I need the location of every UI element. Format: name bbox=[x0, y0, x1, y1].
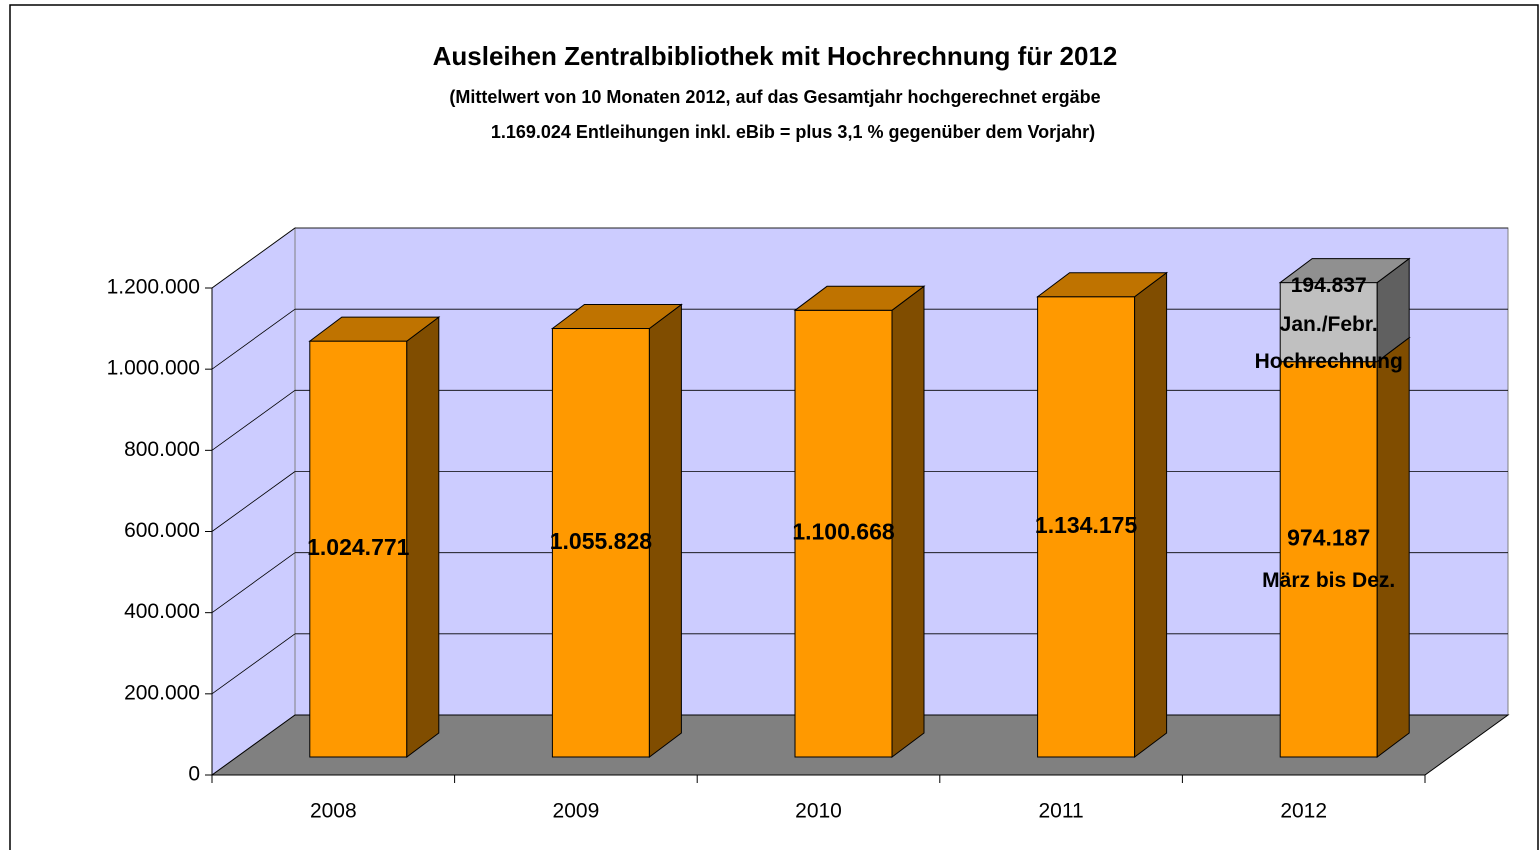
grid-line bbox=[211, 552, 296, 613]
y-tick-label: 600.000 bbox=[124, 519, 200, 542]
annotation: Hochrechnung bbox=[1255, 350, 1403, 373]
data-label: 1.055.828 bbox=[550, 528, 653, 554]
data-label: 974.187 bbox=[1287, 524, 1370, 550]
y-tick-label: 1.200.000 bbox=[107, 276, 200, 299]
grid-line bbox=[211, 308, 296, 370]
bar-top bbox=[793, 285, 926, 311]
grid-line bbox=[211, 390, 296, 451]
annotation: März bis Dez. bbox=[1262, 569, 1395, 592]
y-tick-label: 200.000 bbox=[124, 681, 200, 704]
y-tick-label: 400.000 bbox=[124, 600, 200, 623]
bar bbox=[1037, 296, 1136, 758]
grid-line bbox=[211, 633, 296, 695]
grid-line bbox=[211, 471, 296, 532]
bar-side bbox=[891, 285, 925, 758]
y-tick-label: 800.000 bbox=[124, 438, 200, 461]
x-tick-label: 2012 bbox=[1280, 800, 1327, 823]
bar-side bbox=[1376, 336, 1410, 758]
x-tick-label: 2011 bbox=[1039, 800, 1084, 823]
bar bbox=[309, 340, 408, 758]
bar-top bbox=[308, 316, 441, 342]
chart-title: Ausleihen Zentralbibliothek mit Hochrech… bbox=[433, 41, 1118, 71]
grid-line bbox=[211, 227, 296, 289]
bar-top bbox=[1278, 258, 1411, 284]
chart-subtitle: 1.169.024 Entleihungen inkl. eBib = plus… bbox=[491, 122, 1095, 142]
x-tick-label: 2009 bbox=[553, 800, 600, 823]
y-tick-label: 1.000.000 bbox=[107, 357, 200, 380]
x-tick-label: 2008 bbox=[310, 800, 357, 823]
y-tick-label: 0 bbox=[188, 763, 200, 786]
bar bbox=[1279, 361, 1378, 758]
x-tick-label: 2010 bbox=[795, 800, 842, 823]
chart-subtitle: (Mittelwert von 10 Monaten 2012, auf das… bbox=[449, 87, 1100, 107]
bar bbox=[1279, 282, 1378, 363]
bar bbox=[551, 328, 650, 758]
bar bbox=[794, 309, 893, 758]
annotation: Jan./Febr. bbox=[1280, 313, 1378, 336]
bar-side bbox=[1134, 271, 1168, 758]
data-label: 1.100.668 bbox=[792, 519, 895, 545]
bar-top bbox=[1036, 272, 1169, 298]
bar-side bbox=[406, 316, 440, 758]
bar-top bbox=[550, 304, 683, 330]
bar-side bbox=[648, 303, 682, 758]
data-label: 1.134.175 bbox=[1035, 512, 1138, 538]
data-label: 1.024.771 bbox=[307, 534, 410, 560]
data-label: 194.837 bbox=[1291, 274, 1367, 297]
